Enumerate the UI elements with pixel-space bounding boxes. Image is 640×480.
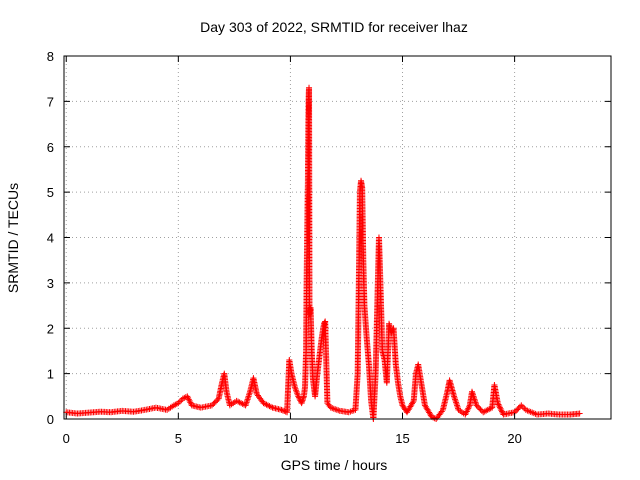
data-point — [335, 407, 342, 414]
y-tick-label: 3 — [47, 276, 54, 291]
grid — [64, 56, 611, 419]
data-series-srmtid — [63, 84, 583, 422]
x-axis-label: GPS time / hours — [281, 457, 388, 473]
data-point — [333, 406, 340, 413]
data-point — [409, 399, 416, 406]
y-tick-label: 6 — [47, 140, 54, 155]
data-point — [330, 405, 337, 412]
y-tick-label: 0 — [47, 412, 54, 427]
data-point — [212, 398, 219, 405]
data-point — [267, 403, 274, 410]
data-point — [495, 401, 502, 408]
axis-ticks — [64, 55, 611, 420]
data-point — [515, 405, 522, 412]
data-point — [496, 404, 503, 411]
data-point — [496, 402, 503, 409]
data-point — [477, 406, 484, 413]
x-tick-label: 5 — [175, 431, 182, 446]
data-point — [497, 405, 504, 412]
data-point — [576, 410, 583, 417]
data-point — [431, 415, 438, 422]
data-point — [210, 401, 217, 408]
data-point — [476, 405, 483, 412]
data-point — [329, 405, 336, 412]
data-point — [512, 407, 519, 414]
tick-labels: 0 5 10 15 20 0 1 2 3 4 5 6 7 8 — [47, 49, 522, 446]
x-tick-label: 10 — [283, 431, 297, 446]
data-point — [498, 408, 505, 415]
data-point — [208, 402, 215, 409]
x-tick-label: 20 — [507, 431, 521, 446]
y-tick-label: 5 — [47, 185, 54, 200]
y-tick-label: 7 — [47, 94, 54, 109]
y-tick-label: 8 — [47, 49, 54, 64]
y-tick-label: 1 — [47, 367, 54, 382]
data-point — [494, 400, 501, 407]
data-point — [332, 406, 339, 413]
y-tick-label: 2 — [47, 321, 54, 336]
data-point — [278, 406, 285, 413]
data-point — [211, 399, 218, 406]
data-point — [514, 406, 521, 413]
y-tick-label: 4 — [47, 231, 54, 246]
y-axis-label: SRMTID / TECUs — [5, 183, 21, 293]
data-point — [295, 393, 302, 400]
chart-title: Day 303 of 2022, SRMTID for receiver lha… — [200, 19, 468, 35]
data-point — [498, 407, 505, 414]
data-point — [474, 403, 481, 410]
data-point — [519, 403, 526, 410]
x-tick-label: 0 — [63, 431, 70, 446]
data-point — [518, 402, 525, 409]
x-tick-label: 15 — [395, 431, 409, 446]
data-point — [473, 402, 480, 409]
data-point — [327, 404, 334, 411]
